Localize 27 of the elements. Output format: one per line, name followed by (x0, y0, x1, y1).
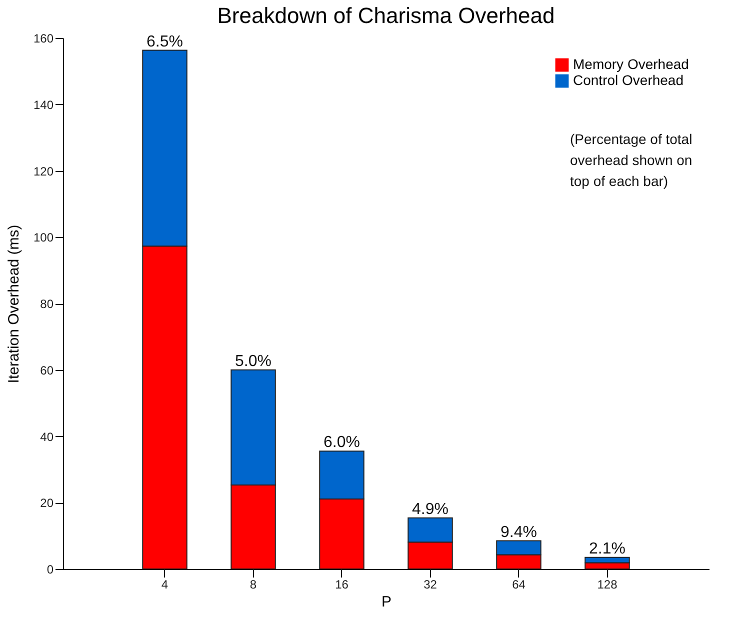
legend-label: Control Overhead (573, 72, 684, 88)
y-tick-label: 120 (33, 164, 54, 178)
annotation: 2.1% (589, 540, 626, 558)
x-tick-label: 4 (161, 578, 168, 592)
y-tick-label: 20 (40, 496, 54, 510)
annotation: 5.0% (235, 352, 272, 370)
annotation: (Percentage of total overhead shown on top of each bar) (570, 131, 692, 189)
y-tick-label: 0 (46, 562, 54, 576)
legend-label: Memory Overhead (573, 56, 689, 72)
y-tick-label: 60 (40, 363, 54, 378)
x-tick-label: 8 (250, 578, 257, 592)
x-tick-label: 128 (597, 578, 618, 592)
y-axis-title: Iteration Overhead (ms) (5, 224, 22, 384)
y-tick-label: 160 (33, 32, 54, 46)
y-tick-label: 140 (33, 98, 54, 112)
chart-title: Breakdown of Charisma Overhead (217, 3, 555, 28)
y-tick-label: 100 (33, 230, 54, 245)
x-axis-title: P (381, 594, 392, 610)
x-tick-label: 64 (512, 578, 526, 592)
annotation: 9.4% (500, 524, 537, 541)
annotation: 4.9% (412, 500, 448, 518)
annotation: 6.5% (146, 33, 183, 50)
annotation: 6.0% (324, 434, 360, 452)
y-tick-label: 40 (40, 430, 54, 444)
y-tick-label: 80 (40, 297, 54, 311)
x-tick-label: 32 (424, 578, 438, 592)
x-tick-label: 16 (335, 578, 349, 592)
